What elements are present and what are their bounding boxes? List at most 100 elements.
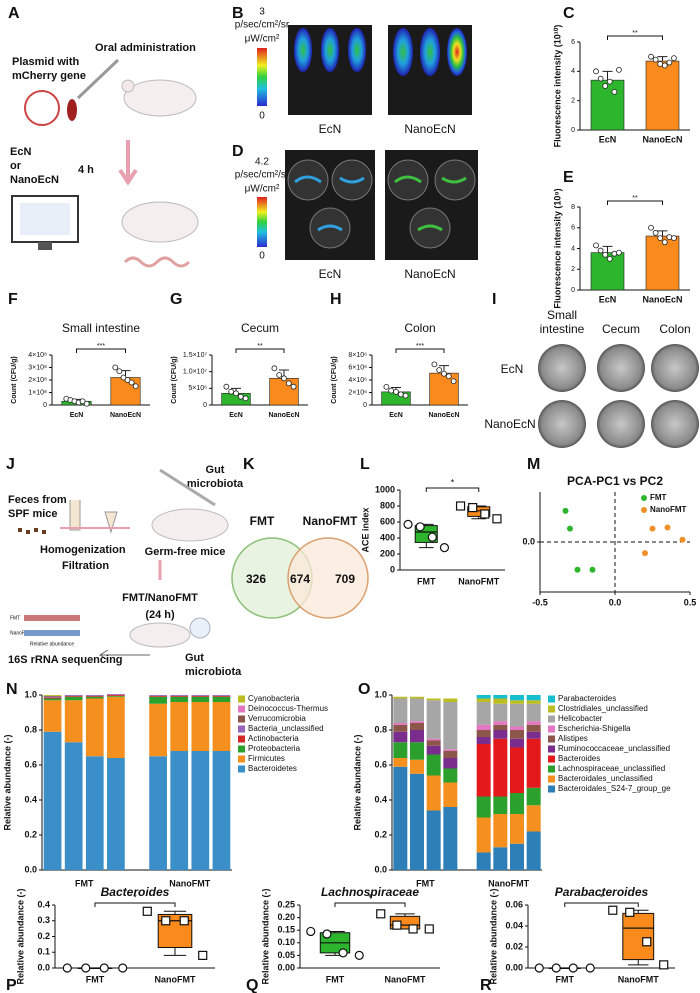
group-label: FMT [416, 878, 435, 888]
panel-letter: A [8, 5, 20, 22]
y-tick-label: 2×10⁶ [348, 389, 367, 396]
legend-label: Actinobacteria [248, 734, 299, 743]
data-point [128, 379, 135, 386]
bar [645, 60, 680, 131]
data-point [393, 388, 399, 395]
label: FMT/NanoFMT [122, 592, 198, 604]
bar-segment [85, 698, 104, 757]
bar-segment [443, 702, 458, 750]
bar-segment [426, 775, 441, 811]
bar-segment [493, 703, 508, 722]
box [622, 912, 655, 961]
data-point [450, 378, 457, 385]
bar [429, 372, 459, 406]
label: mCherry gene [12, 70, 86, 82]
x-tick-label: FMT [417, 576, 436, 586]
significance: *** [97, 343, 105, 350]
legend-label: Bacteroidales_unclassified [558, 774, 653, 783]
y-tick-label: 0.10 [277, 937, 295, 947]
data-point [648, 53, 654, 60]
bar-segment [443, 751, 458, 758]
data-point [492, 514, 502, 524]
legend-label: Escherichia-Shigella [558, 724, 631, 733]
error-bar [657, 230, 668, 237]
significance: * [600, 892, 604, 902]
panel-letter: E [563, 169, 574, 186]
data-point [661, 62, 668, 69]
bar [645, 235, 680, 291]
x-tick-label: FMT [86, 974, 105, 984]
legend-swatch [238, 745, 245, 753]
legend-label: Parabacteroides [558, 694, 616, 703]
bar-segment [170, 696, 189, 702]
panel-i: I Small intestine Cecum Colon EcN NanoEc… [484, 291, 699, 448]
bar-segment [426, 738, 441, 741]
bar-segment [476, 698, 491, 702]
bar-segment [170, 695, 189, 696]
bar-segment [526, 721, 541, 725]
data-point [424, 924, 434, 934]
data-point [567, 525, 573, 532]
bar-segment [443, 768, 458, 783]
panel-letter: P [6, 977, 17, 993]
bar-segment [526, 738, 541, 788]
y-tick-label: 400 [380, 532, 395, 542]
data-point [480, 509, 490, 519]
data-point [402, 392, 409, 399]
data-point [242, 395, 249, 402]
bar-segment [526, 731, 541, 739]
data-point [642, 937, 652, 947]
bar-segment [410, 721, 424, 723]
bar-segment [443, 807, 458, 870]
y-tick-label: 0.02 [505, 941, 523, 951]
bar-segment [493, 796, 508, 814]
x-tick-label: EcN [599, 134, 617, 144]
data-point [468, 503, 478, 513]
bar-segment [43, 695, 62, 697]
bar-segment [170, 751, 189, 870]
significance: ** [257, 343, 263, 350]
bar-segment [410, 696, 424, 699]
bar-segment [410, 759, 424, 774]
bar-segment [191, 751, 210, 870]
label: Germ-free mice [145, 546, 226, 558]
bar-segment [212, 695, 231, 696]
bar-segment [510, 747, 524, 793]
bar-segment [410, 730, 424, 743]
bar-segment [149, 696, 167, 704]
label: 4 h [78, 164, 94, 176]
tube-icon [104, 511, 118, 534]
panel-letter: O [358, 681, 370, 698]
legend-label: Proteobacteria [248, 744, 301, 753]
mouse-icon [123, 79, 197, 117]
bar-segment [510, 793, 524, 814]
legend-swatch [548, 725, 555, 733]
dish [409, 207, 451, 249]
significance-bracket [564, 902, 639, 907]
monitor-stand [38, 242, 52, 250]
y-tick-label: 0 [43, 402, 47, 409]
bar-segment [410, 698, 424, 722]
data-point [112, 364, 119, 371]
dish [387, 159, 429, 201]
bar-segment [510, 700, 524, 704]
set-label: FMT [250, 514, 275, 528]
y-tick-label: 2×10⁸ [28, 377, 47, 384]
legend-swatch [548, 755, 555, 763]
y-tick-label: 0.15 [277, 925, 295, 935]
y-axis-label: Relative abundance (-) [15, 888, 25, 984]
scale-min: 0 [259, 251, 265, 262]
column-label: Small [547, 308, 577, 322]
bar-segment [526, 724, 541, 732]
data-point [397, 391, 404, 398]
x-tick-label: NanoEcN [110, 412, 141, 419]
bar-segment [393, 731, 408, 743]
y-tick-label: 8×10⁶ [348, 352, 367, 359]
plasmid-icon [24, 90, 60, 126]
x-tick-label: -0.5 [532, 597, 548, 607]
column-label: intestine [540, 322, 585, 336]
panel-letter: C [563, 5, 575, 22]
legend-label: Firmicutes [248, 754, 285, 763]
data-point [290, 383, 297, 390]
